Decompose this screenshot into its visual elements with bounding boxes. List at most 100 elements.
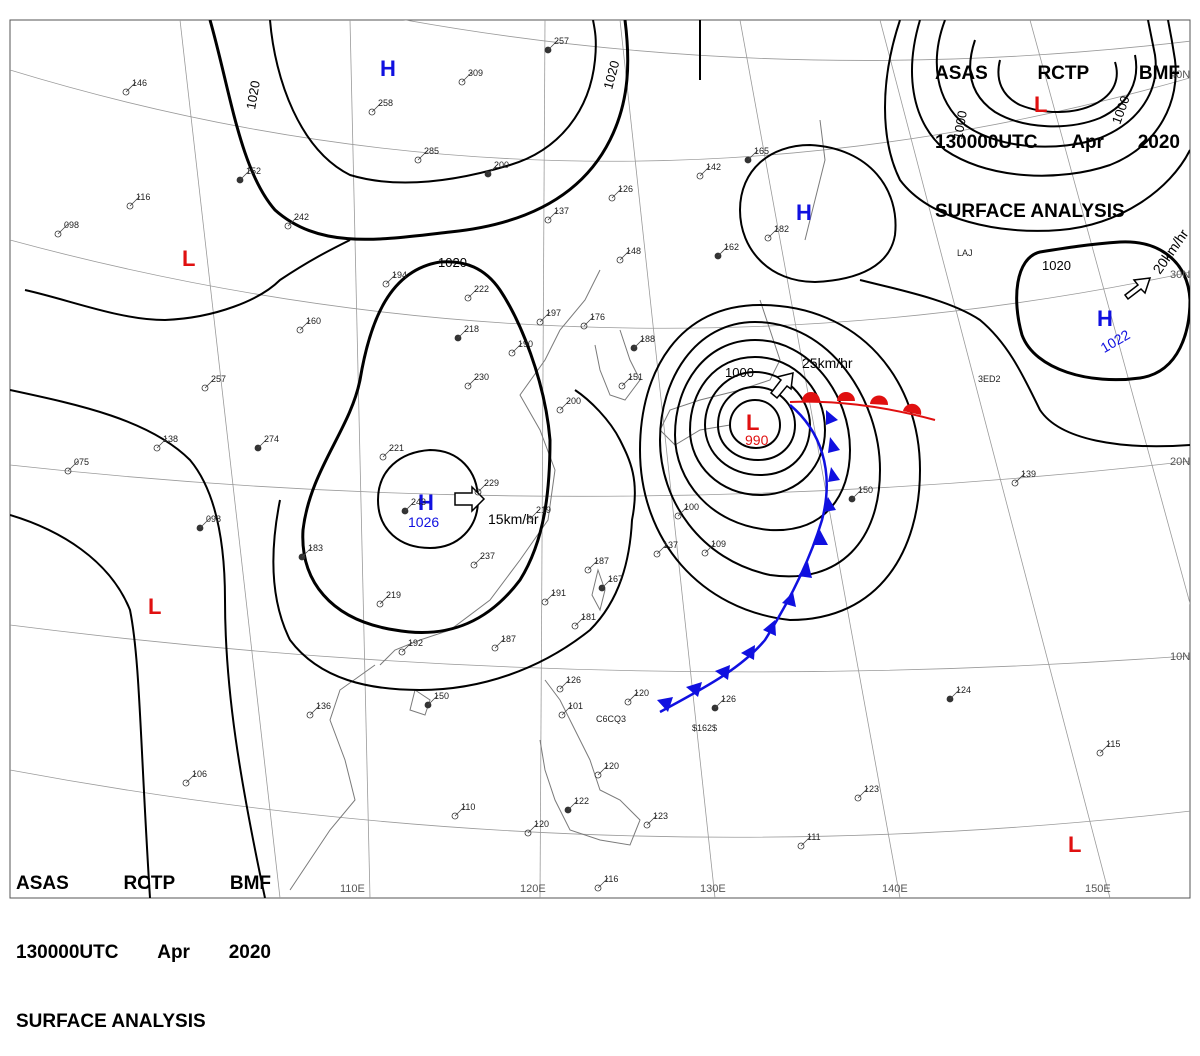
station-pressure-value: 229 (484, 478, 499, 488)
title-time: 130000UTC (935, 132, 1038, 153)
motion-arrows (454, 277, 1152, 513)
station-pressure-value: 126 (618, 184, 633, 194)
isobar-label: 1000 (950, 109, 970, 140)
chart-title-bottom: ASAS RCTP BMF 130000UTC Apr 2020 SURFACE ANA… (16, 826, 271, 1056)
station-circle-icon (696, 172, 704, 180)
coast-indochina (289, 664, 376, 891)
wind-barb-icon (1099, 742, 1111, 754)
wind-barb-icon (567, 799, 579, 811)
wind-barb-icon (57, 223, 69, 235)
wind-barb-icon (371, 101, 383, 113)
longitude-label: 130E (700, 883, 726, 895)
station-circle-icon (201, 384, 209, 392)
station-pressure-value: 137 (663, 540, 678, 550)
title-code: BMF (229, 873, 271, 894)
station-id-code: C6CQ3 (596, 714, 626, 724)
isobar-low-3 (673, 338, 852, 532)
station-id-code: LAJ (957, 248, 973, 258)
isobar-central-high-inner (376, 448, 480, 550)
station-circle-icon (526, 515, 534, 523)
station-pressure-value: 160 (306, 316, 321, 326)
wind-barb-icon (747, 149, 759, 161)
station-pressure-value: 101 (568, 701, 583, 711)
latitude-label: 30N (1170, 269, 1190, 281)
wind-barb-icon (185, 772, 197, 784)
wind-barb-icon (949, 688, 961, 700)
wind-barb-icon (401, 641, 413, 653)
latitude-line-10n (10, 624, 1190, 673)
isobar-south-china (272, 389, 636, 692)
station-circle-icon (616, 256, 624, 264)
title-product: SURFACE ANALYSIS (16, 1011, 206, 1032)
station-circle-icon (153, 444, 161, 452)
station-pressure-value: 120 (534, 819, 549, 829)
latitude-line-0n (10, 769, 1190, 838)
station-pressure-value: 146 (132, 78, 147, 88)
longitude-line-160e (1029, 20, 1190, 606)
station-circle-icon (556, 406, 564, 414)
coast-korea (594, 329, 641, 401)
wind-barb-icon (633, 337, 645, 349)
station-pressure-value: 106 (192, 769, 207, 779)
station-pressure-value: 221 (389, 443, 404, 453)
station-pressure-value: 111 (807, 832, 821, 842)
wind-barb-icon (656, 543, 668, 555)
isobar-west-1020 (208, 20, 630, 241)
title-code: BMF (1138, 63, 1180, 84)
wind-barb-icon (427, 694, 439, 706)
station-circle-icon (379, 453, 387, 461)
wind-barb-icon (627, 691, 639, 703)
wind-barb-icon (204, 377, 216, 389)
station-circle-icon (618, 382, 626, 390)
isobar-ne-low-1 (911, 20, 1177, 177)
cold-front-barb (814, 530, 828, 545)
isobar-low-2 (658, 320, 882, 578)
station-circle-icon (458, 78, 466, 86)
isobar-low-outer (638, 303, 922, 622)
longitude-line-130e (619, 20, 716, 898)
isobar-ne-low-3 (969, 39, 1138, 128)
wind-barb-icon (199, 517, 211, 529)
isobars (10, 20, 1190, 898)
station-circle-icon (474, 488, 482, 496)
station-pressure-value: 126 (566, 675, 581, 685)
title-time: 130000UTC (16, 942, 119, 963)
longitude-label: 140E (882, 883, 908, 895)
station-circle-icon (544, 216, 552, 224)
title-station: RCTP (1037, 63, 1090, 84)
cold-front-barb (715, 665, 730, 680)
station-circle-icon (382, 280, 390, 288)
station-circle-icon (508, 349, 516, 357)
cold-front-barb (763, 620, 776, 636)
wind-barb-icon (547, 209, 559, 221)
warm-front-bump (870, 395, 889, 405)
wind-barb-icon (851, 488, 863, 500)
station-pressure-value: 230 (474, 372, 489, 382)
isobar-low-inner-2 (728, 398, 782, 450)
wind-barb-icon (382, 446, 394, 458)
station-pressure-value: 120 (634, 688, 649, 698)
station-pressure-value: 116 (604, 874, 618, 884)
title-year: 2020 (1137, 132, 1180, 153)
wind-barb-icon (561, 704, 573, 716)
wind-barb-icon (461, 71, 473, 83)
isobar-label: 1000 (725, 365, 754, 380)
longitude-graticule (179, 20, 1190, 898)
station-circle-icon (182, 779, 190, 787)
isobar-southwest (10, 389, 266, 898)
station-pressure-value: 120 (604, 761, 619, 771)
high-pressure-marker: H (418, 490, 434, 515)
station-circle-icon (368, 108, 376, 116)
latitude-line-20n (10, 460, 1190, 497)
station-circle-icon (306, 711, 314, 719)
cold-front-barb (826, 410, 838, 425)
wind-barb-icon (527, 822, 539, 834)
coast-japan (659, 299, 781, 446)
wind-barb-icon (454, 805, 466, 817)
station-circle-icon (54, 230, 62, 238)
cold-front-barb (741, 645, 755, 660)
station-pressure-value: 183 (308, 543, 323, 553)
station-pressure-value: 200 (494, 160, 509, 170)
high-pressure-value: 1026 (408, 514, 439, 530)
wind-barb-icon (467, 287, 479, 299)
